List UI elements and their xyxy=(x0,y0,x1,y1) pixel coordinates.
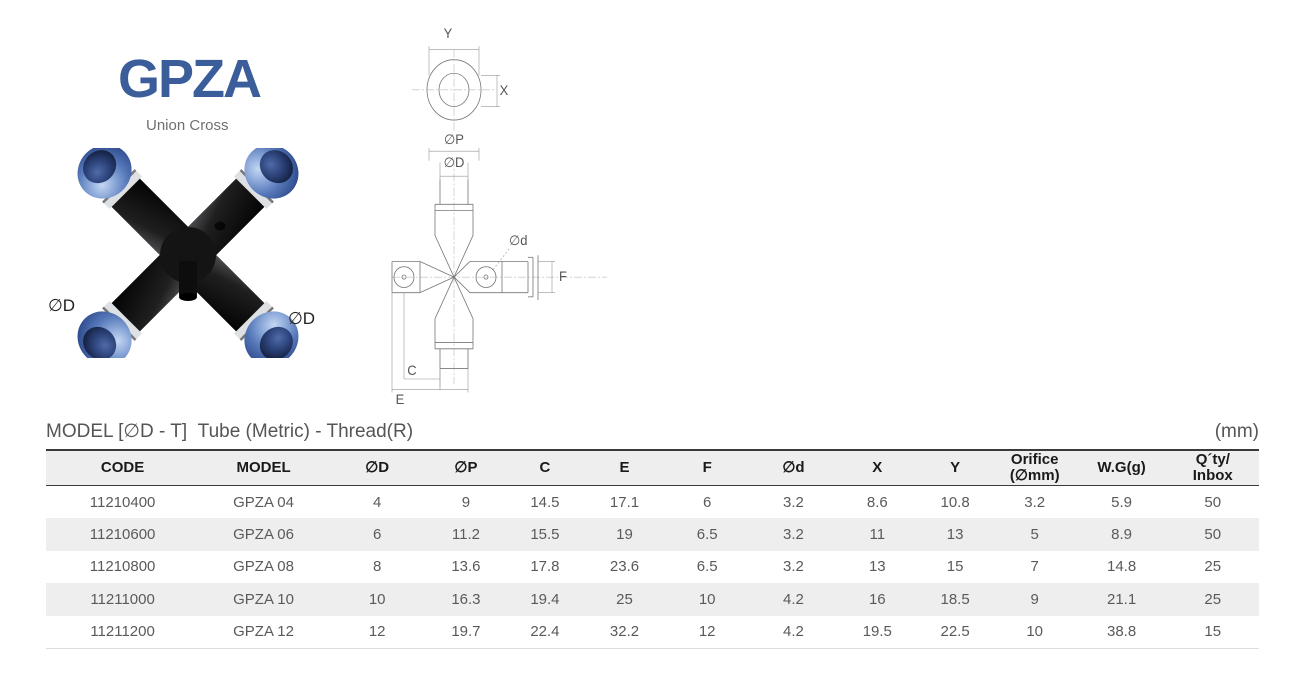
svg-text:E: E xyxy=(396,392,405,407)
svg-text:X: X xyxy=(500,83,509,98)
svg-text:C: C xyxy=(407,363,417,378)
svg-text:Y: Y xyxy=(444,26,453,41)
svg-text:∅P: ∅P xyxy=(444,132,464,147)
svg-text:F: F xyxy=(559,269,567,284)
svg-text:∅d: ∅d xyxy=(509,233,528,248)
